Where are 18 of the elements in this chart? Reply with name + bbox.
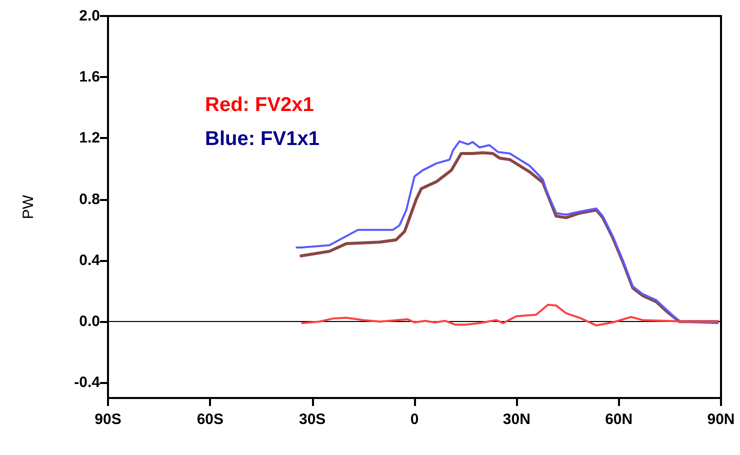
y-tick-label: 0.0 — [79, 313, 100, 330]
y-tick-label: 0.4 — [79, 252, 101, 269]
y-axis-title: PW — [20, 194, 37, 220]
annotation: Blue: FV1x1 — [205, 128, 320, 150]
x-tick-label: 60S — [196, 411, 224, 428]
x-tick-label: 60N — [605, 411, 633, 428]
y-tick-label: 2.0 — [79, 8, 100, 24]
y-tick-label: 1.6 — [79, 68, 100, 86]
x-tick-label: 0 — [410, 411, 419, 428]
annotation: Red: FV2x1 — [205, 94, 314, 116]
x-tick-label: 30S — [298, 411, 326, 428]
y-tick-label: -0.4 — [74, 374, 101, 392]
y-tick-label: 1.2 — [79, 130, 100, 147]
y-tick-label: 0.8 — [79, 190, 100, 208]
x-tick-label: 90N — [707, 411, 735, 428]
x-tick-label: 90S — [94, 411, 122, 428]
x-tick-label: 30N — [502, 411, 530, 428]
line-series — [301, 304, 719, 326]
